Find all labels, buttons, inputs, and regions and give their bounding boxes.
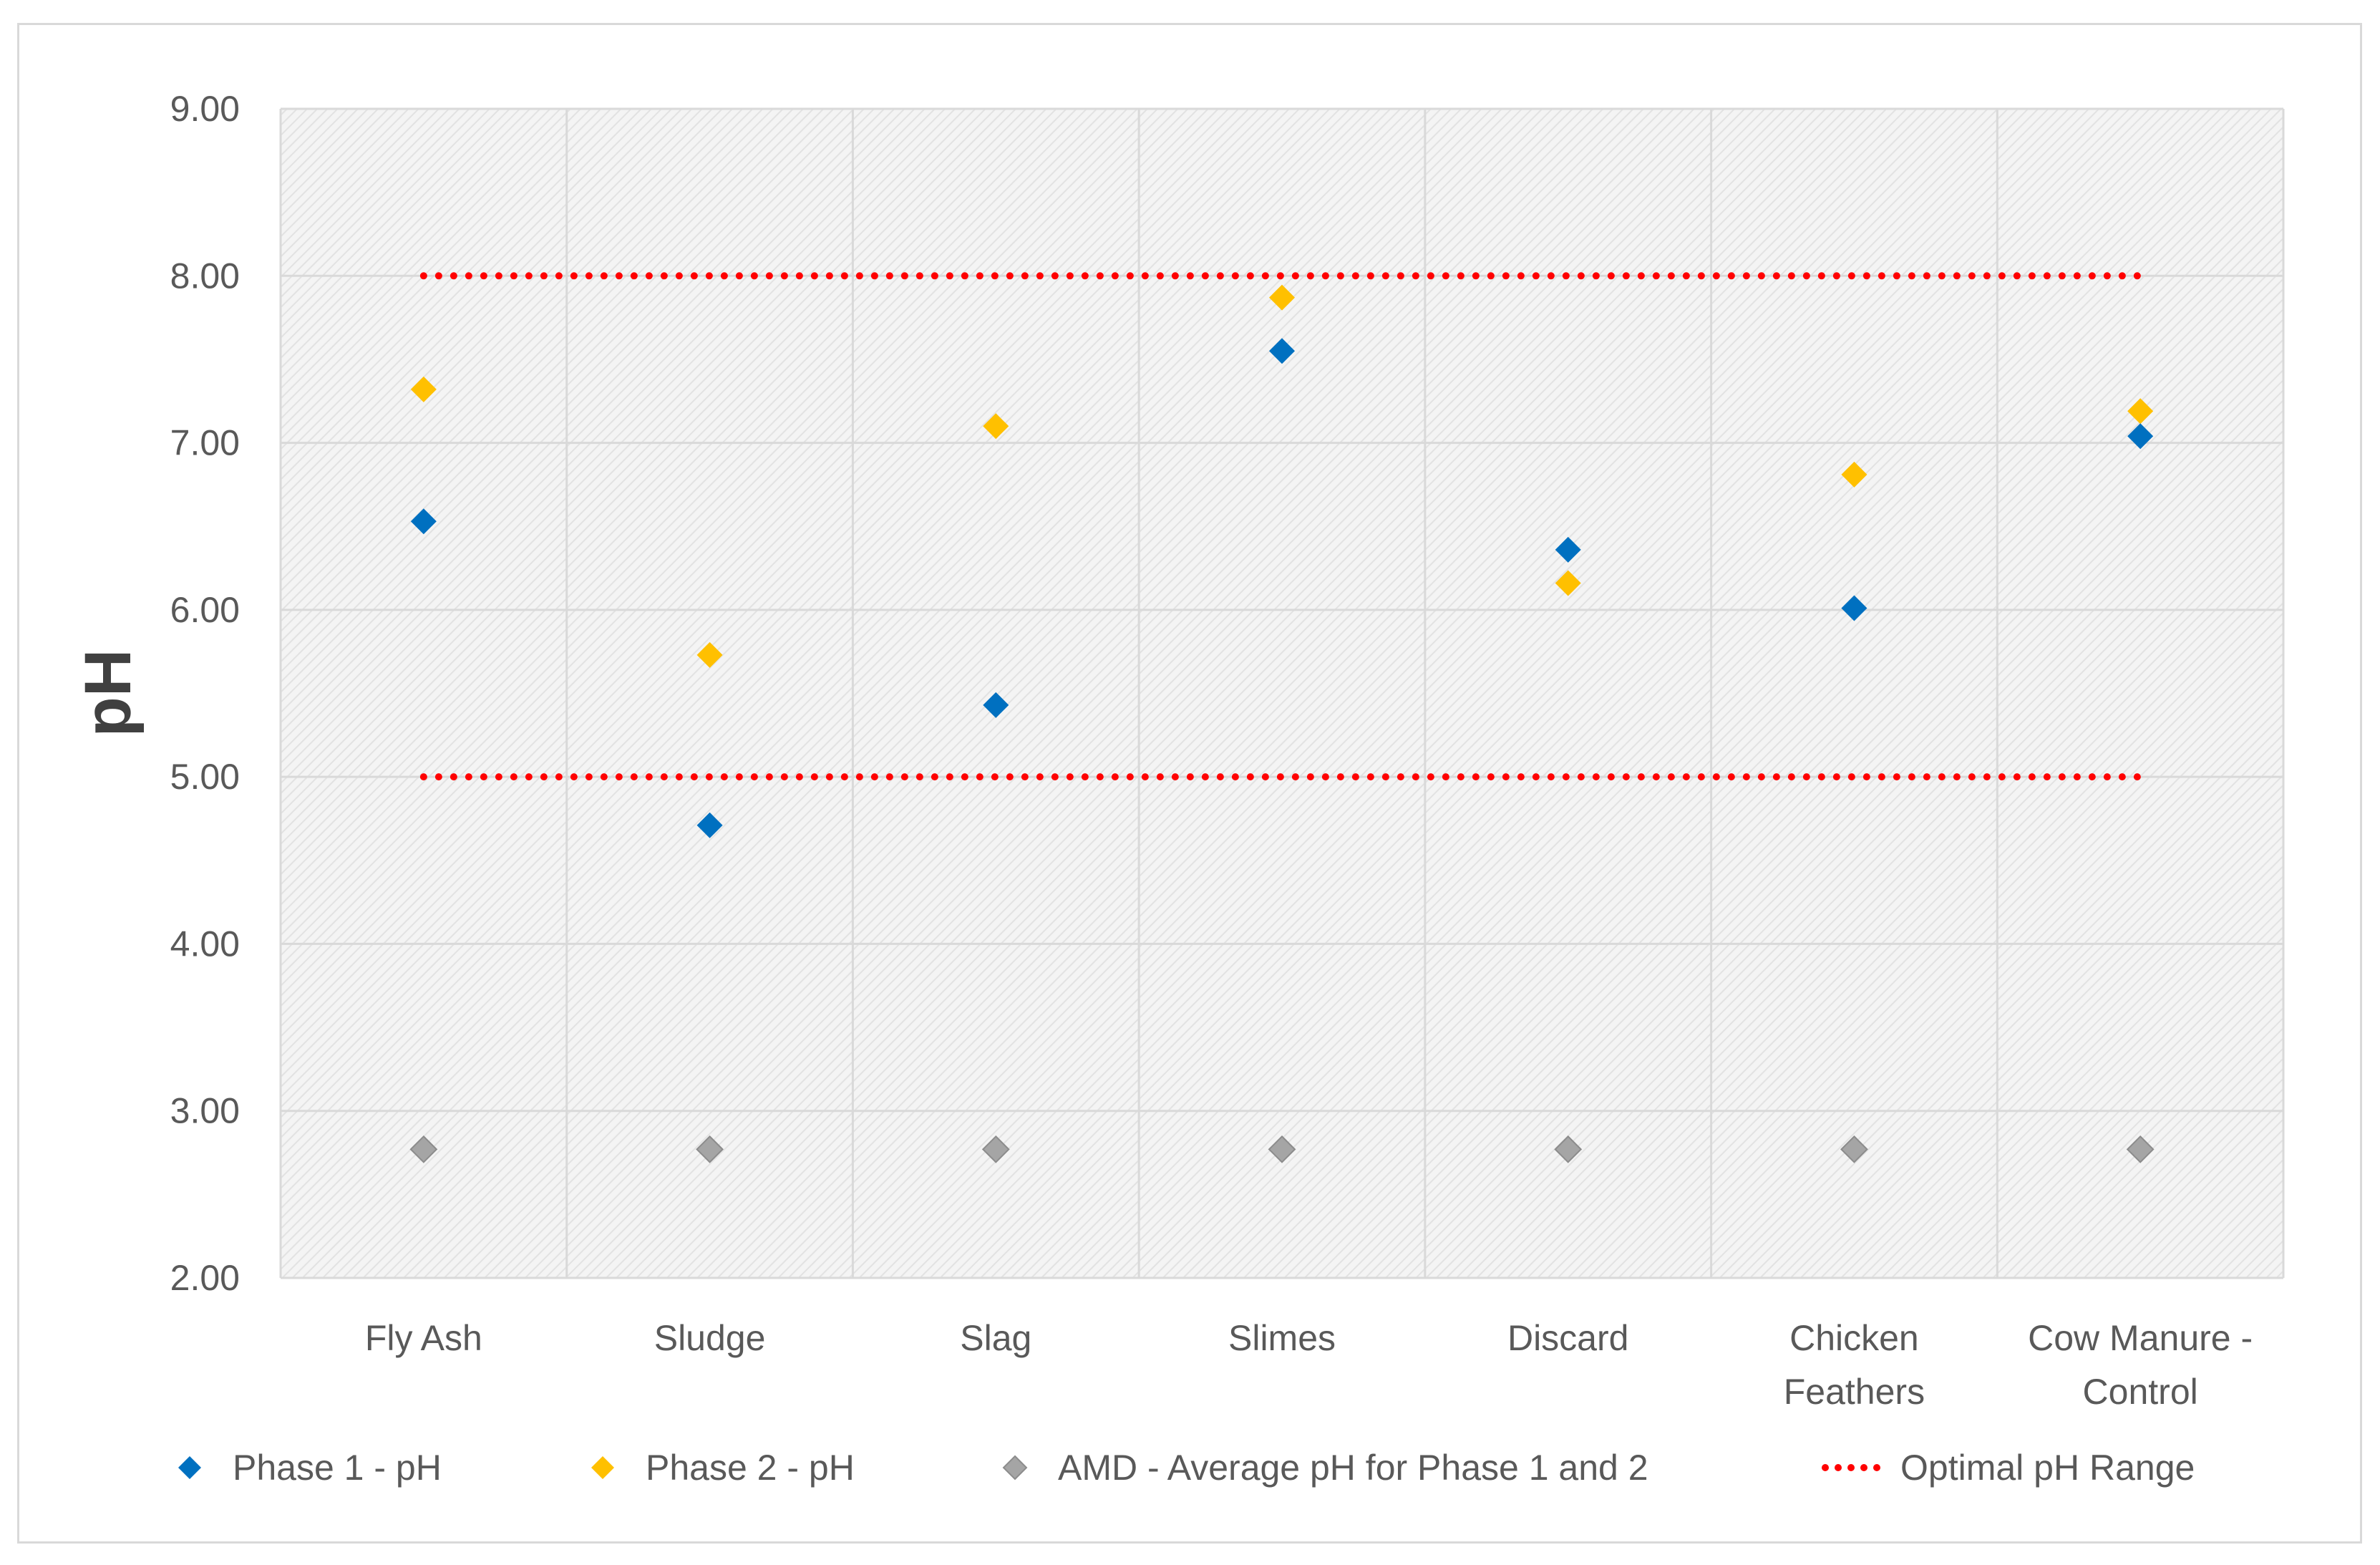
legend-label: Optimal pH Range (1900, 1448, 2195, 1488)
y-tick-label: 4.00 (170, 924, 240, 964)
y-tick-label: 9.00 (170, 89, 240, 129)
data-point-series-2 (2127, 398, 2154, 425)
y-tick-label: 5.00 (170, 757, 240, 797)
x-category-label: Slag (960, 1318, 1031, 1358)
legend-label: Phase 1 - pH (233, 1448, 442, 1488)
y-tick-label: 2.00 (170, 1258, 240, 1298)
data-point-series-3 (1268, 1135, 1296, 1163)
data-point-series-2 (410, 376, 437, 402)
data-point-series-1 (983, 692, 1009, 718)
legend-label: AMD - Average pH for Phase 1 and 2 (1058, 1448, 1648, 1488)
y-tick-label: 8.00 (170, 256, 240, 296)
data-point-series-1 (2127, 423, 2154, 450)
data-point-series-2 (696, 641, 723, 668)
y-tick-label: 6.00 (170, 590, 240, 630)
y-axis-title: pH (72, 649, 145, 737)
data-point-series-3 (696, 1135, 724, 1163)
x-category-label: Sludge (654, 1318, 766, 1358)
data-point-series-1 (410, 508, 437, 535)
data-point-series-1 (1269, 338, 1295, 364)
data-point-series-2 (1269, 284, 1295, 311)
x-category-label: Discard (1507, 1318, 1628, 1358)
data-point-series-3 (1840, 1135, 1868, 1163)
data-point-series-3 (409, 1135, 438, 1163)
legend-marker (591, 1456, 614, 1479)
data-point-series-2 (1555, 570, 1581, 596)
legend-marker (178, 1456, 201, 1479)
data-point-series-3 (981, 1135, 1010, 1163)
x-category-label: Fly Ash (365, 1318, 482, 1358)
legend-marker (1002, 1455, 1028, 1481)
y-tick-label: 3.00 (170, 1091, 240, 1131)
plot-area (281, 109, 2283, 1278)
data-point-series-3 (2126, 1135, 2155, 1163)
x-category-label: Cow Manure -Control (2028, 1318, 2253, 1412)
data-point-series-1 (1555, 536, 1581, 563)
legend-label: Phase 2 - pH (646, 1448, 855, 1488)
data-point-series-2 (1841, 461, 1867, 488)
data-point-series-1 (1841, 595, 1867, 621)
data-point-series-2 (983, 413, 1009, 440)
data-point-series-1 (696, 812, 723, 838)
x-category-label: Slimes (1228, 1318, 1336, 1358)
data-point-series-3 (1554, 1135, 1583, 1163)
y-tick-label: 7.00 (170, 423, 240, 463)
x-category-label: Chicken Feathers (1784, 1318, 1925, 1412)
